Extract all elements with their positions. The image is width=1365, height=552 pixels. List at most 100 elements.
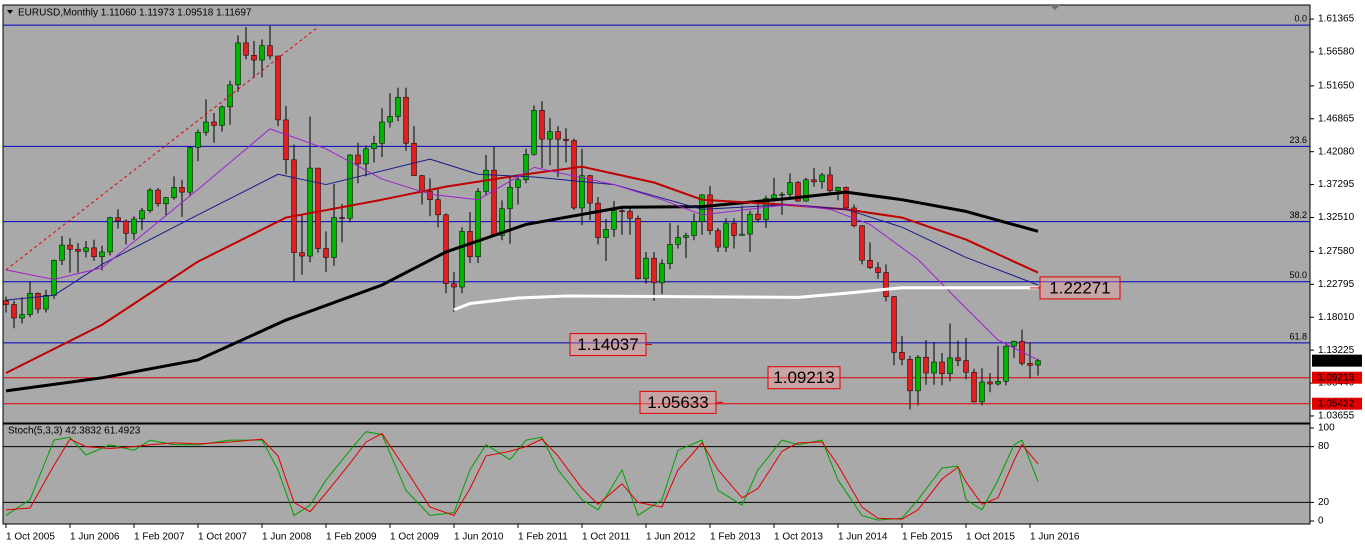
x-tick-label: 1 Oct 2009 xyxy=(390,532,439,543)
candle-body xyxy=(691,221,697,236)
candle-body xyxy=(811,179,817,183)
price-marker-box xyxy=(1312,371,1362,384)
candle-body xyxy=(499,208,505,236)
candle-body xyxy=(715,230,721,248)
candle-body xyxy=(635,218,641,280)
candle-body xyxy=(747,213,753,235)
candle-body xyxy=(547,131,553,140)
candle-body xyxy=(795,182,801,202)
candle-body xyxy=(539,110,545,140)
candle-body xyxy=(187,147,193,193)
y-tick-label: 1.27580 xyxy=(1318,246,1355,257)
candle-body xyxy=(299,252,305,257)
candle-body xyxy=(355,154,361,165)
candle-body xyxy=(155,189,161,205)
menu-arrow[interactable] xyxy=(7,10,13,14)
candle-body xyxy=(179,187,185,193)
drawing-layer: 1.61365 1.56580 1.51650 1.46865 1.42080 1.372… xyxy=(3,13,1362,543)
candle-body xyxy=(723,222,729,248)
candle-body xyxy=(555,131,561,140)
indicator-line xyxy=(5,165,1039,374)
annotation-box xyxy=(767,366,841,390)
candle-body xyxy=(939,361,945,374)
candle-body xyxy=(371,143,377,150)
candle-body xyxy=(323,248,329,258)
candle-body xyxy=(827,174,833,192)
candle-body xyxy=(579,175,585,209)
indicator-line xyxy=(453,286,1038,312)
candle-body xyxy=(107,217,113,253)
candle-body xyxy=(195,132,201,148)
candle-body xyxy=(755,213,761,220)
x-tick-label: 1 Jun 2008 xyxy=(262,532,312,543)
candle-body xyxy=(243,42,249,56)
x-tick-label: 1 Oct 2005 xyxy=(6,532,55,543)
candle-body xyxy=(67,244,73,250)
candle-body xyxy=(1011,341,1017,347)
candle-body xyxy=(235,42,241,86)
y-tick-label: 0 xyxy=(1318,516,1324,527)
candle-body xyxy=(427,191,433,200)
candle-body xyxy=(283,119,289,161)
candle-body xyxy=(435,199,441,216)
candle-body xyxy=(883,272,889,297)
candle-body xyxy=(627,211,633,219)
price-marker-label: 1.05432 xyxy=(1318,398,1355,409)
candle-body xyxy=(59,244,65,261)
x-tick-label: 1 Oct 2011 xyxy=(582,532,631,543)
y-tick-label: 1.56580 xyxy=(1318,47,1355,58)
annotation-label: 1.05633 xyxy=(647,393,708,412)
candle-body xyxy=(219,106,225,126)
x-tick-label: 1 Oct 2015 xyxy=(966,532,1015,543)
indicator-line xyxy=(5,128,1039,361)
price-marker-box xyxy=(1312,354,1362,367)
candle-body xyxy=(659,263,665,284)
candle-body xyxy=(83,247,89,252)
chart-title: EURUSD,Monthly 1.11060 1.11973 1.09518 1… xyxy=(18,8,252,19)
fib-label: 0.0 xyxy=(1294,13,1307,23)
candle-body xyxy=(203,121,209,133)
x-tick-label: 1 Jun 2010 xyxy=(454,532,504,543)
candle-body xyxy=(803,179,809,202)
candle-body xyxy=(531,110,537,155)
y-tick-label: 20 xyxy=(1318,497,1330,508)
candle-body xyxy=(123,220,129,234)
x-tick-label: 1 Feb 2011 xyxy=(518,532,568,543)
candle-body xyxy=(443,214,449,284)
candle-body xyxy=(19,314,25,319)
candle-body xyxy=(707,194,713,231)
candle-body xyxy=(363,148,369,165)
candle-body xyxy=(523,154,529,181)
shift-marker xyxy=(1050,5,1060,10)
candle-body xyxy=(651,257,657,284)
annotation-label: 1.22271 xyxy=(1049,278,1110,297)
candle-body xyxy=(923,356,929,374)
candle-body xyxy=(1003,345,1009,382)
x-tick-label: 1 Feb 2007 xyxy=(134,532,185,543)
candle-body xyxy=(35,292,41,310)
candle-body xyxy=(867,259,873,269)
fib-label: 38.2 xyxy=(1289,210,1307,220)
candle-body xyxy=(667,244,673,264)
y-tick-label: 100 xyxy=(1318,423,1335,434)
candle-body xyxy=(147,189,153,211)
candle-body xyxy=(115,217,121,222)
fib-label: 23.6 xyxy=(1289,135,1307,145)
candle-body xyxy=(259,45,265,61)
candle-body xyxy=(899,352,905,360)
x-tick-label: 1 Oct 2007 xyxy=(198,532,247,543)
fib-label: 61.8 xyxy=(1289,331,1307,341)
indicator-line xyxy=(5,158,1039,301)
candle-body xyxy=(387,116,393,123)
y-tick-label: 1.51650 xyxy=(1318,81,1355,92)
candle-body xyxy=(587,175,593,204)
candle-body xyxy=(267,45,273,57)
candle-body xyxy=(403,96,409,144)
indicator-line xyxy=(5,190,1039,393)
y-tick-label: 1.37295 xyxy=(1318,179,1355,190)
candle-body xyxy=(451,283,457,288)
annotation-box xyxy=(1039,276,1121,300)
y-tick-label: 1.03655 xyxy=(1318,411,1355,422)
